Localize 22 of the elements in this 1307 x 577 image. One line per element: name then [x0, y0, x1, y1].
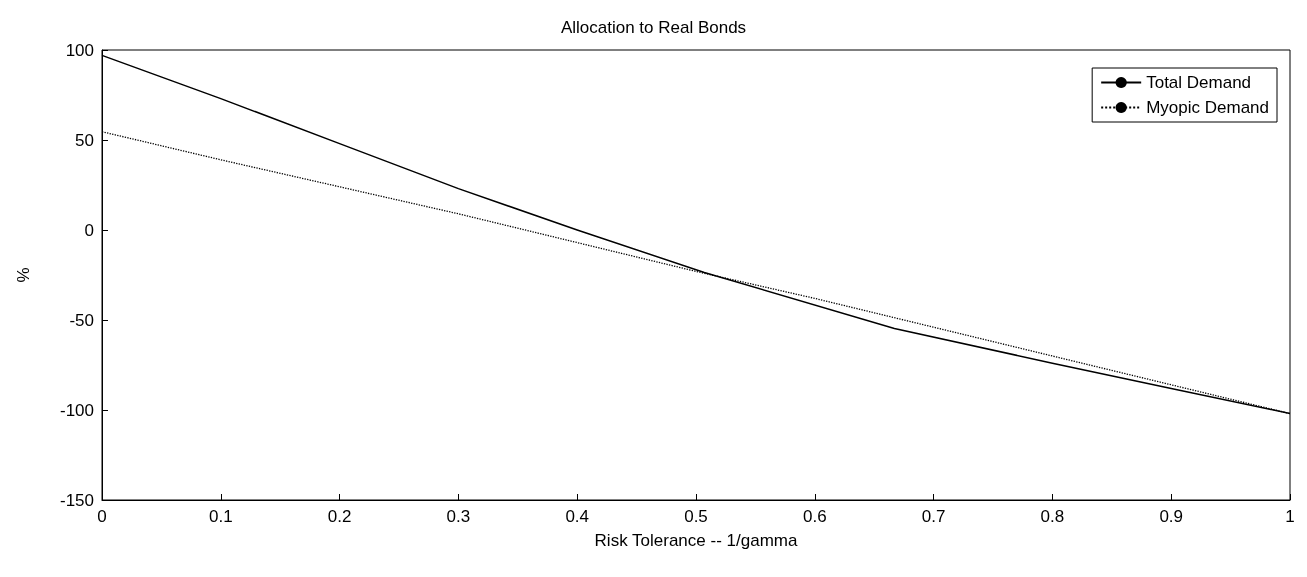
- x-tick-label: 0.8: [1040, 507, 1065, 526]
- y-tick-label: 0: [84, 220, 94, 240]
- x-tick-label: 0.6: [802, 507, 827, 526]
- y-tick-label: 50: [75, 130, 94, 150]
- x-tick-label: 0.7: [921, 507, 946, 526]
- x-axis-title: Risk Tolerance -- 1/gamma: [594, 531, 798, 550]
- x-tick-label: 1: [1285, 507, 1295, 526]
- chart-title: Allocation to Real Bonds: [560, 18, 747, 37]
- x-tick-label: 0: [97, 507, 107, 526]
- x-tick-label: 0.2: [327, 507, 352, 526]
- legend-label: Total Demand: [1146, 73, 1252, 92]
- y-tick-label: -100: [59, 400, 94, 420]
- x-tick-label: 0.9: [1159, 507, 1184, 526]
- y-tick-label: -50: [69, 310, 94, 330]
- x-tick-label: 0.1: [208, 507, 233, 526]
- x-tick-label: 0.4: [565, 507, 590, 526]
- y-tick-label: 100: [65, 40, 94, 60]
- x-tick-label: 0.5: [684, 507, 708, 526]
- y-tick-label: -150: [59, 490, 94, 510]
- x-tick-label: 0.3: [446, 507, 471, 526]
- legend-label: Myopic Demand: [1146, 98, 1269, 117]
- y-axis-title: %: [14, 267, 33, 283]
